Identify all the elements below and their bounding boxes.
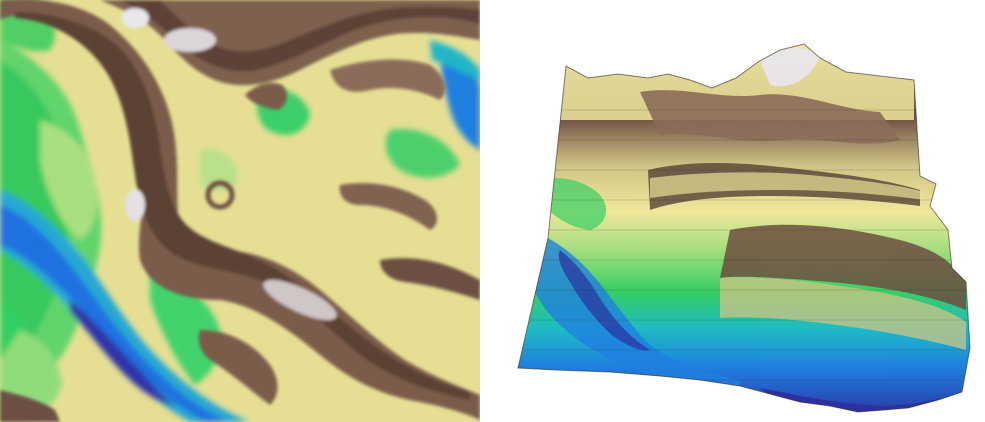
terrain-3d-panel — [517, 43, 971, 413]
heightmap-2d-panel — [0, 0, 480, 422]
